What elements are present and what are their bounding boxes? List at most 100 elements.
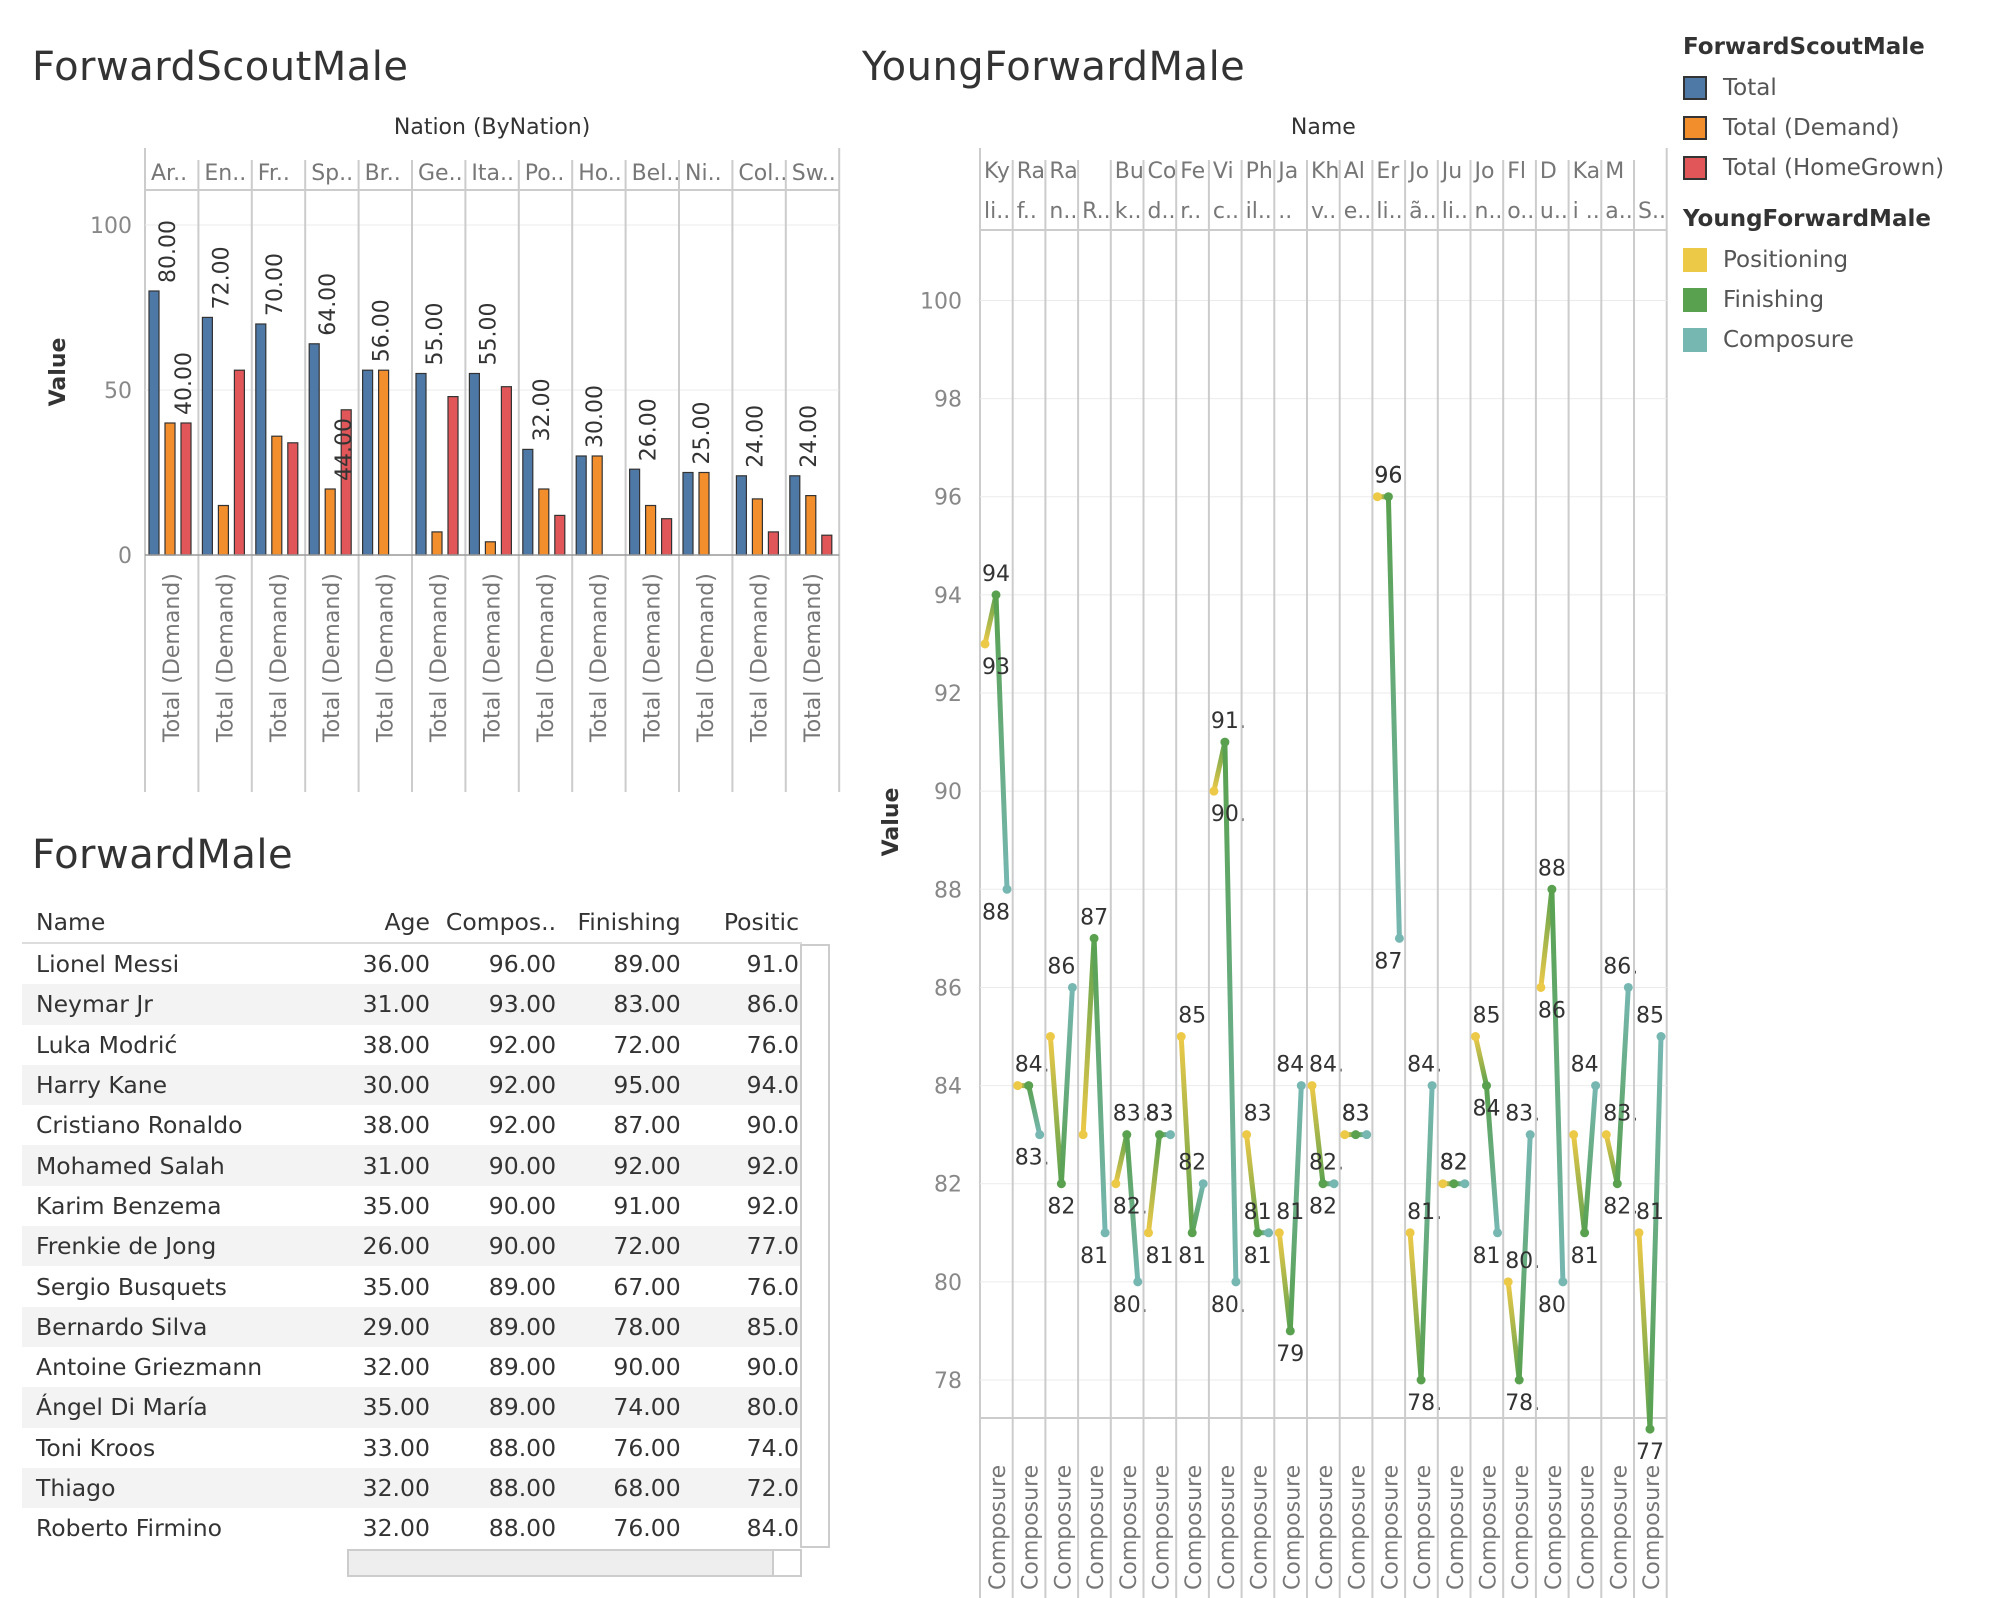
player-name-cell: Sergio Busquets — [36, 1272, 227, 1301]
player-name-cell: Mohamed Salah — [22, 1145, 317, 1186]
positioning-label: 82 — [1440, 1151, 1468, 1176]
finishing-label: 78. — [1505, 1391, 1540, 1416]
column-header[interactable]: Positic — [683, 902, 802, 944]
line-segment — [1505, 1279, 1522, 1383]
table-header-row: Name Age Compos.. Finishing Positic — [22, 902, 802, 944]
point-composure — [1623, 982, 1633, 992]
column-header[interactable]: Compos.. — [432, 902, 560, 944]
value-cell: 77.0 — [683, 1226, 802, 1267]
bottom-label: Composure — [1248, 1465, 1273, 1590]
player-name-cell: Frenkie de Jong — [22, 1226, 317, 1267]
table-row: Mohamed Salah 31.00 90.00 92.00 92.0 — [22, 1145, 802, 1186]
point-finishing — [1612, 1179, 1622, 1189]
value-cell: 68.00 — [559, 1467, 684, 1509]
value-cell: 90.00 — [432, 1145, 560, 1186]
value-cell: 31.00 — [316, 984, 433, 1025]
point-finishing — [991, 590, 1001, 600]
player-name-cell: Harry Kane — [22, 1064, 317, 1106]
legend-label: Total — [1723, 75, 1777, 101]
value-cell: 87.00 — [613, 1111, 681, 1140]
bar-value-label: 25.00 — [690, 402, 715, 465]
finishing-label: 82 — [1047, 1195, 1075, 1220]
line-segment — [1549, 886, 1566, 1285]
point-positioning — [980, 639, 990, 649]
bottom-label: Composure — [1477, 1465, 1502, 1590]
value-cell: 91.0 — [746, 950, 799, 979]
bar-total — [522, 448, 534, 556]
y-axis-label: Value — [46, 338, 71, 407]
bar-total-homegrown- — [500, 386, 512, 556]
value-cell: 92.00 — [488, 1030, 557, 1059]
vertical-scrollbar[interactable] — [800, 944, 830, 1548]
name-label-line1: Fl — [1507, 159, 1526, 184]
scrollbar-thumb[interactable] — [772, 1551, 800, 1575]
line-segment — [1571, 1132, 1588, 1236]
positioning-label: 81 — [1146, 1244, 1174, 1269]
finishing-label: 84 — [1473, 1097, 1501, 1122]
composure-label: 88 — [982, 900, 1010, 925]
name-label-line2: S.. — [1638, 199, 1666, 224]
line-segment — [1516, 1132, 1533, 1383]
value-cell: 89.00 — [488, 1353, 557, 1382]
column-header[interactable]: Finishing — [559, 902, 684, 944]
bar-value-label: 40.00 — [172, 352, 197, 415]
bar-total — [682, 471, 694, 556]
scout-legend-item: Total (Demand) — [1683, 108, 1944, 148]
legend-label: Total (HomeGrown) — [1723, 155, 1945, 181]
point-positioning — [1601, 1130, 1611, 1140]
value-cell: 90.00 — [613, 1353, 681, 1382]
bottom-label: Total (Demand) — [694, 573, 719, 743]
finishing-label: 88 — [1538, 856, 1566, 881]
point-composure — [1198, 1179, 1208, 1189]
name-label-line1: Jo — [1473, 159, 1495, 184]
table-row: Bernardo Silva 29.00 89.00 78.00 85.0 — [22, 1306, 802, 1347]
table-row: Lionel Messi 36.00 96.00 89.00 91.0 — [22, 943, 802, 984]
name-label-line1: Ph — [1246, 159, 1273, 184]
value-cell: 89.00 — [488, 1272, 557, 1301]
point-positioning — [1307, 1081, 1317, 1091]
bottom-label: Composure — [1640, 1465, 1665, 1590]
player-name-cell: Toni Kroos — [36, 1433, 156, 1462]
player-name-cell: Roberto Firmino — [36, 1514, 223, 1542]
point-finishing — [1351, 1130, 1361, 1140]
value-cell: 89.00 — [432, 1306, 560, 1347]
bar-value-label: 24.00 — [797, 405, 822, 468]
name-label-line1: Ra — [1017, 159, 1045, 184]
value-cell: 96.00 — [488, 950, 557, 979]
value-cell: 90.0 — [746, 1111, 799, 1140]
point-finishing — [1155, 1130, 1164, 1140]
bottom-label: Composure — [1182, 1465, 1207, 1590]
table-row: Karim Benzema 35.00 90.00 91.00 92.0 — [22, 1186, 802, 1226]
bar-total-demand- — [164, 422, 176, 556]
value-cell: 80.0 — [683, 1387, 802, 1428]
bar-total-demand- — [538, 488, 550, 556]
y-tick-label: 96 — [934, 486, 962, 511]
table-row: Toni Kroos 33.00 88.00 76.00 74.0 — [22, 1428, 802, 1468]
category-label: Ge.. — [418, 161, 463, 186]
finishing-label: 87 — [1080, 905, 1108, 930]
bar-value-label: 56.00 — [370, 299, 395, 362]
horizontal-scrollbar[interactable] — [347, 1549, 802, 1577]
point-composure — [1427, 1081, 1437, 1091]
value-cell: 72.00 — [613, 1030, 681, 1059]
point-positioning — [1176, 1032, 1186, 1042]
name-label-line2: v.. — [1311, 199, 1336, 224]
composure-label: 84. — [1407, 1053, 1442, 1078]
bar-total-homegrown- — [287, 442, 299, 556]
column-header[interactable]: Age — [316, 902, 433, 944]
value-cell: 32.00 — [362, 1514, 430, 1542]
positioning-label: 90. — [1211, 802, 1246, 827]
positioning-label: 83. — [1603, 1102, 1638, 1127]
category-label: Sp.. — [311, 161, 353, 186]
bar-value-label: 44.00 — [332, 418, 357, 481]
value-cell: 35.00 — [316, 1387, 433, 1428]
column-header[interactable]: Name — [22, 902, 317, 944]
positioning-label: 82. — [1113, 1195, 1148, 1220]
y-tick-label: 98 — [934, 388, 962, 413]
point-finishing — [1122, 1130, 1132, 1140]
table-row: Harry Kane 30.00 92.00 95.00 94.0 — [22, 1064, 802, 1106]
line-segment — [993, 592, 1010, 892]
bottom-label: Composure — [1280, 1465, 1305, 1590]
player-name-cell: Lionel Messi — [36, 950, 180, 979]
legend: ForwardScoutMale Total Total (Demand) Tota… — [1683, 34, 1944, 360]
